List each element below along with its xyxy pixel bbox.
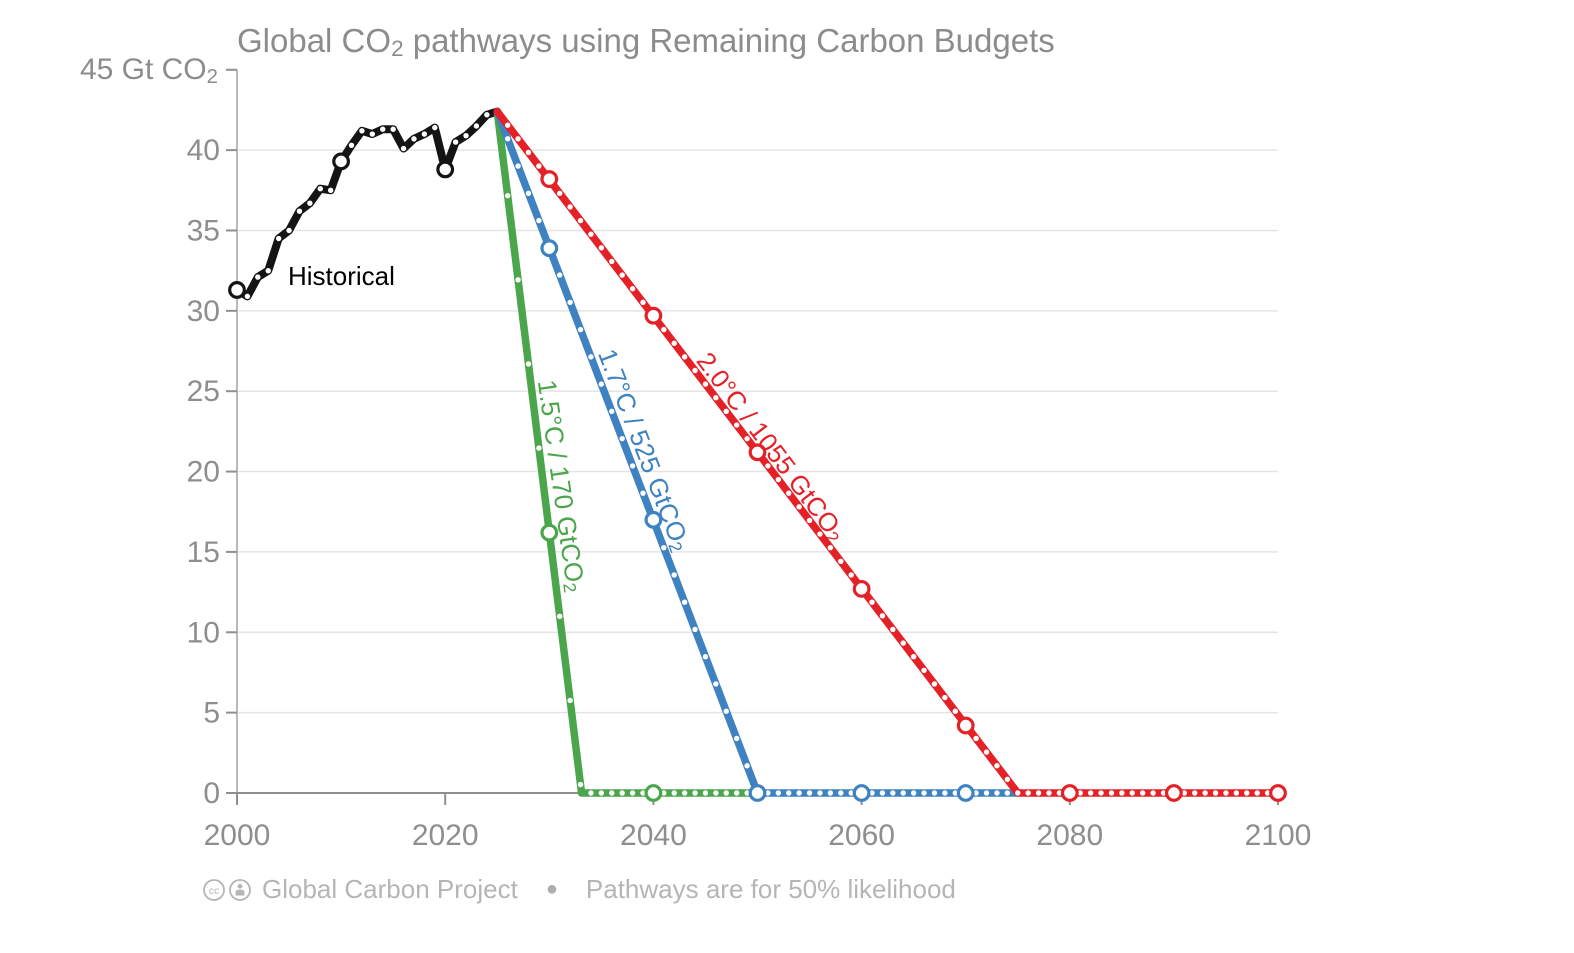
svg-text:cc: cc — [209, 885, 220, 897]
historical-decade-marker — [332, 152, 351, 171]
pathway-red-decade-marker — [540, 170, 559, 188]
pathway-blue-decade-marker — [748, 784, 767, 802]
historical-series-label: Historical — [288, 261, 395, 291]
license-icons: cc — [202, 878, 254, 902]
x-tick-label: 2000 — [204, 819, 271, 852]
y-tick-label: 5 — [203, 697, 220, 730]
likelihood-note: Pathways are for 50% likelihood — [585, 874, 956, 904]
pathway-red-decade-marker — [956, 716, 975, 735]
x-tick-label: 2080 — [1036, 819, 1103, 852]
chart-title-sub: 2 — [391, 36, 404, 62]
y-tick-label: 30 — [187, 295, 220, 328]
chart-title: Global CO2 pathways using Remaining Carb… — [237, 22, 1055, 62]
pathway-red-decade-marker — [1060, 784, 1079, 802]
y-axis-ticks: 0 5 10 15 20 25 30 35 40 — [187, 68, 237, 810]
credit-text: Global Carbon Project — [262, 874, 518, 904]
pathway-red-decade-marker — [748, 443, 767, 462]
y-tick-label: 20 — [187, 456, 220, 489]
pathway-blue-line — [493, 107, 1022, 802]
x-tick-label: 2100 — [1245, 819, 1312, 852]
y-tick-label: 10 — [187, 616, 220, 649]
pathway-blue-decade-marker — [956, 784, 975, 802]
y-axis-top-label-sub: 2 — [206, 65, 218, 88]
pathway-red-line — [493, 107, 1287, 802]
pathway-green-decade-marker — [540, 523, 559, 542]
gridlines — [237, 149, 1278, 714]
y-tick-label: 40 — [187, 134, 220, 167]
pathway-green-decade-marker — [644, 784, 663, 802]
pathway-blue-decade-marker — [540, 239, 559, 258]
y-axis-top-label-text: 45 Gt CO — [79, 53, 207, 86]
chart-title-post: pathways using Remaining Carbon Budgets — [403, 22, 1055, 59]
historical-decade-marker — [436, 160, 455, 179]
y-tick-label: 25 — [187, 375, 220, 408]
x-axis-ticks: 2000 2020 2040 2060 2080 2100 — [204, 793, 1312, 852]
pathway-red-decade-marker — [644, 306, 663, 325]
pathway-red-decade-marker — [1164, 784, 1183, 802]
footer-credit-line: cc Global Carbon Project ● Pathways are … — [202, 874, 956, 905]
pathway-green-line — [493, 107, 762, 802]
x-tick-label: 2040 — [620, 819, 687, 852]
y-tick-label: 15 — [187, 536, 220, 569]
historical-decade-marker — [228, 281, 246, 299]
y-axis-top-label: 45 Gt CO2 — [30, 53, 218, 88]
chart-title-pre: Global CO — [237, 22, 392, 59]
pathway-blue-decade-marker — [852, 784, 871, 802]
x-tick-label: 2060 — [828, 819, 895, 852]
pathway-red-decade-marker — [1269, 784, 1287, 802]
cc-icon: cc — [203, 878, 225, 901]
x-tick-label: 2020 — [412, 819, 479, 852]
bullet-separator: ● — [545, 878, 558, 900]
cc-by-person-icon — [229, 878, 251, 901]
historical-line — [228, 107, 502, 301]
pathway-red-decade-marker — [852, 579, 871, 598]
y-tick-label: 0 — [203, 777, 220, 810]
y-tick-label: 35 — [187, 214, 220, 247]
pathway-blue-decade-marker — [644, 510, 663, 529]
